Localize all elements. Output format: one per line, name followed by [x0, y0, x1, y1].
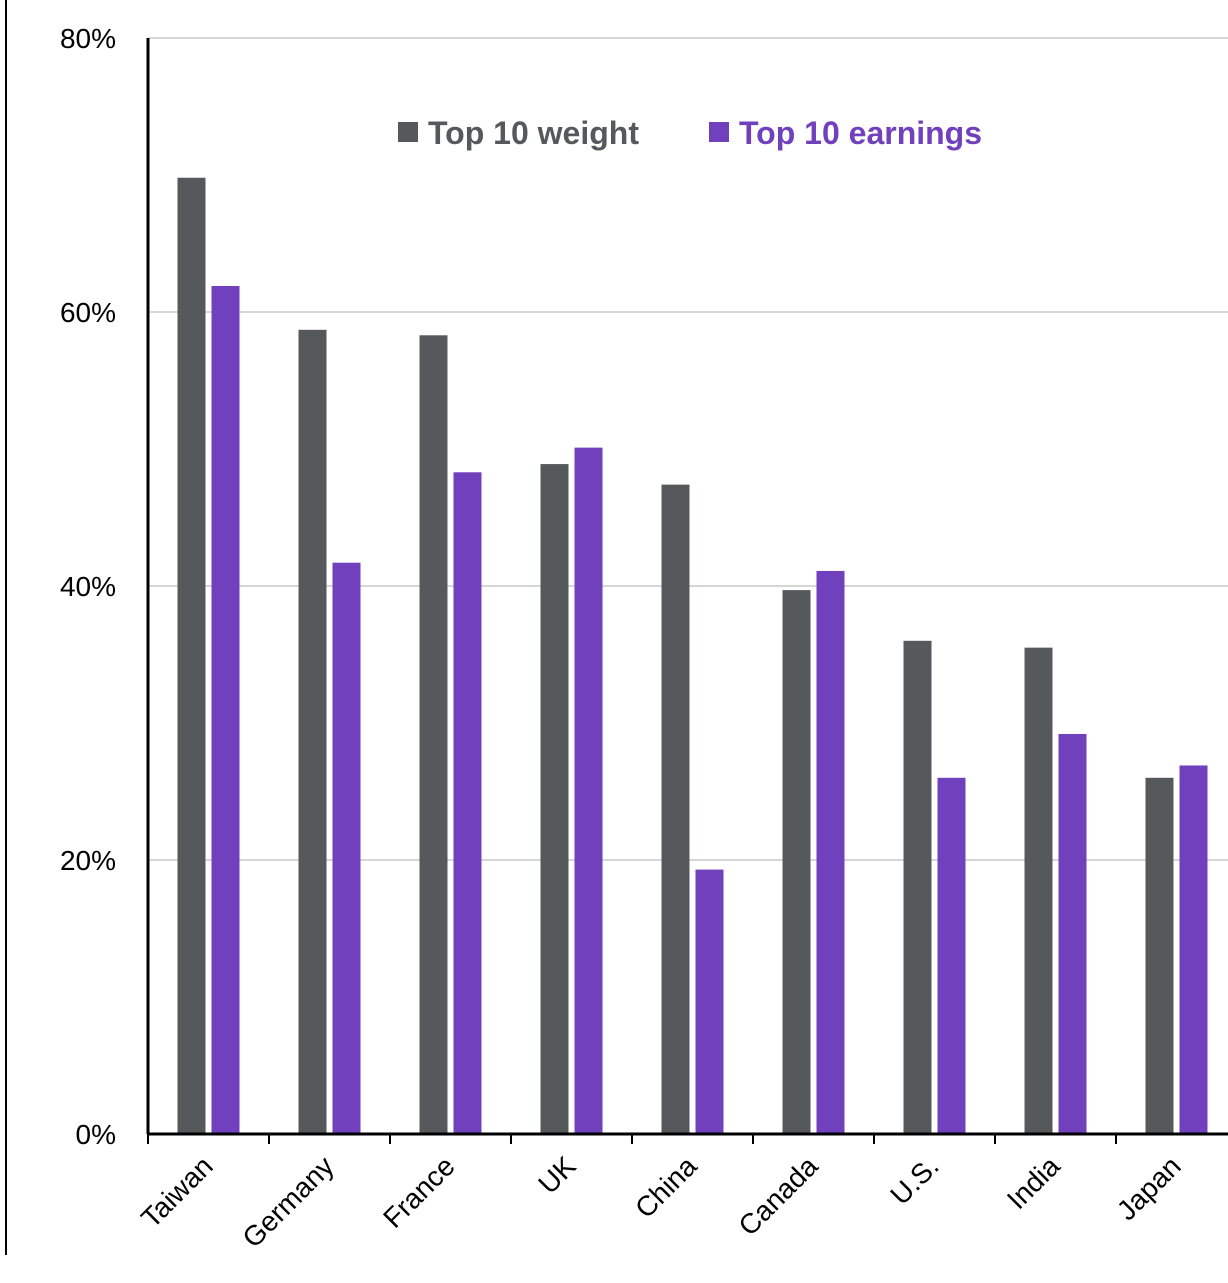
x-tick-label-india: India: [1001, 1150, 1066, 1215]
y-tick-label: 0%: [76, 1119, 116, 1150]
x-axis-ticks: [147, 1134, 1117, 1144]
bar-top-10-earnings-germany: [332, 562, 361, 1134]
bar-top-10-earnings-u-s: [937, 777, 966, 1134]
bar-top-10-weight-canada: [782, 590, 811, 1134]
legend-swatch-top-10-earnings: [709, 122, 729, 142]
x-tick-label-japan: Japan: [1111, 1150, 1187, 1226]
bar-top-10-earnings-china: [695, 869, 724, 1134]
bar-top-10-weight-japan: [1145, 777, 1174, 1134]
bar-top-10-earnings-japan: [1179, 765, 1208, 1134]
legend-label-top-10-earnings: Top 10 earnings: [739, 115, 982, 151]
bar-top-10-earnings-france: [453, 472, 482, 1134]
legend-label-top-10-weight: Top 10 weight: [428, 115, 639, 151]
x-tick-label-china: China: [629, 1150, 703, 1224]
y-tick-label: 40%: [60, 571, 116, 602]
bar-top-10-weight-uk: [540, 464, 569, 1134]
bar-top-10-weight-u-s: [903, 640, 932, 1134]
bar-top-10-weight-taiwan: [177, 177, 206, 1135]
bar-top-10-weight-france: [419, 335, 448, 1134]
legend-swatch-top-10-weight: [398, 122, 418, 142]
bar-top-10-weight-china: [661, 484, 690, 1134]
x-tick-label-u-s: U.S.: [884, 1150, 944, 1210]
x-tick-label-france: France: [377, 1150, 461, 1234]
x-tick-label-canada: Canada: [732, 1150, 824, 1242]
y-tick-label: 20%: [60, 845, 116, 876]
legend: Top 10 weight Top 10 earnings: [398, 115, 982, 151]
bar-top-10-earnings-canada: [816, 570, 845, 1134]
bar-top-10-weight-india: [1024, 647, 1053, 1134]
bar-top-10-weight-germany: [298, 329, 327, 1134]
y-tick-label: 80%: [60, 23, 116, 54]
x-axis-labels: Taiwan Germany France UK China Canada U.S. Indi…: [135, 1150, 1187, 1254]
y-axis-ticks: 0% 20% 40% 60% 80%: [60, 23, 116, 1150]
bar-top-10-earnings-india: [1058, 733, 1087, 1134]
x-tick-label-germany: Germany: [236, 1150, 339, 1253]
x-tick-label-uk: UK: [532, 1150, 582, 1200]
bar-top-10-earnings-taiwan: [211, 285, 240, 1135]
bars: [177, 177, 1208, 1135]
x-tick-label-taiwan: Taiwan: [135, 1150, 219, 1234]
bar-top-10-earnings-uk: [574, 447, 603, 1134]
y-tick-label: 60%: [60, 297, 116, 328]
